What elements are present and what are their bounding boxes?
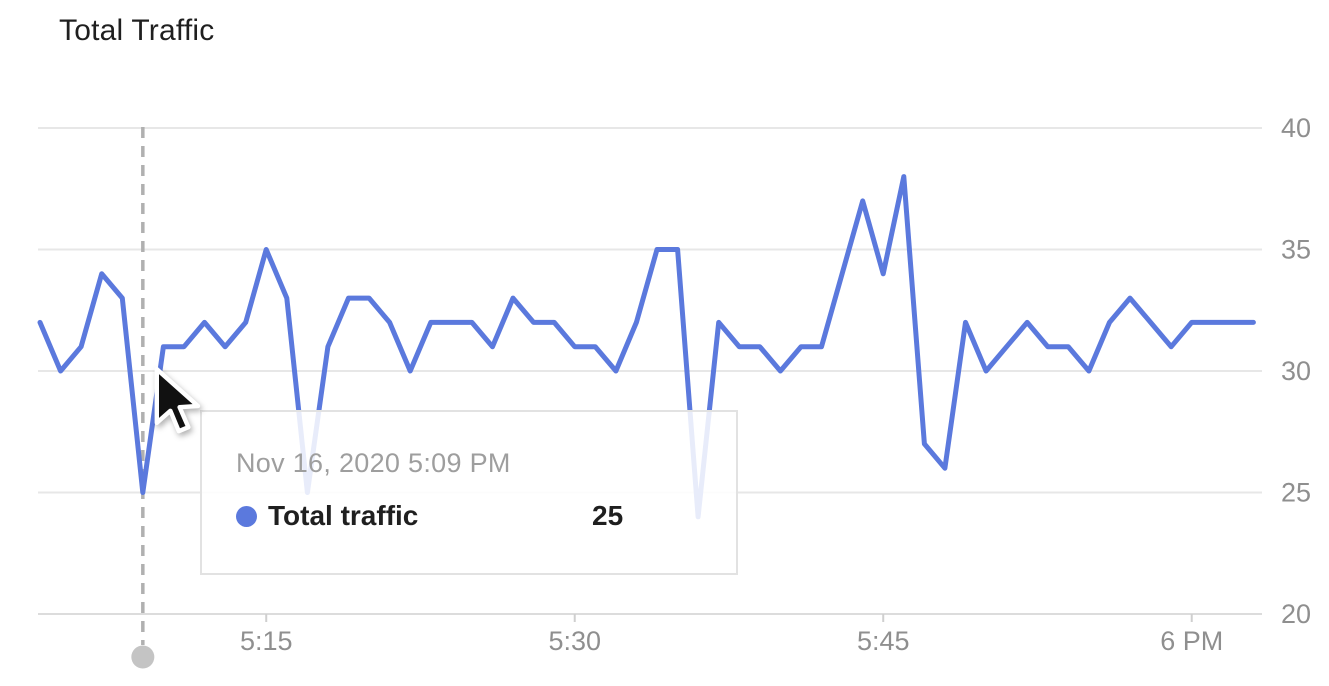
x-axis-tick-label: 5:30 [548,626,601,656]
mouse-cursor-icon [154,367,201,434]
tooltip-series-value: 25 [592,500,624,531]
y-axis-tick-label: 20 [1281,599,1311,629]
tooltip-date: Nov 16, 2020 5:09 PM [236,448,511,478]
x-axis-tick-label: 5:15 [240,626,293,656]
total-traffic-line-series[interactable] [37,174,1256,520]
x-axis-tick-label: 6 PM [1160,626,1223,656]
scrubber-handle-dot[interactable] [131,645,155,669]
chart-title: Total Traffic [59,14,215,47]
tooltip-series-row: Total traffic 25 [236,500,706,534]
blue-series-dot-icon [236,506,257,527]
y-axis-tick-label: 40 [1281,113,1311,143]
y-axis-tick-label: 30 [1281,356,1311,386]
y-axis-tick-label: 35 [1281,235,1311,265]
y-axis-tick-label: 25 [1281,478,1311,508]
chart-tooltip: Nov 16, 2020 5:09 PM Total traffic 25 [200,410,738,575]
x-axis-tick-label: 5:45 [857,626,910,656]
tooltip-series-label: Total traffic [268,500,419,531]
